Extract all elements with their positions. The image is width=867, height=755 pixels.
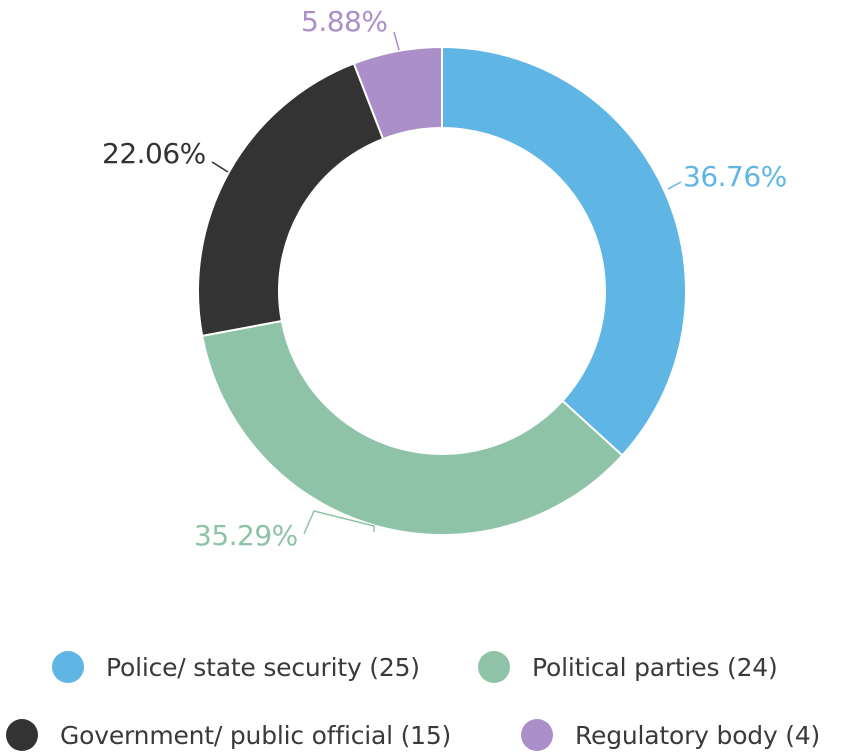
slice-political-parties[interactable] xyxy=(200,319,624,536)
legend-swatch-government xyxy=(6,719,38,751)
legend-row-1: Police/ state security (25) Political pa… xyxy=(0,647,867,687)
legend-label-police: Police/ state security (25) xyxy=(106,652,420,682)
percent-label-police: 36.76% xyxy=(683,160,787,193)
leader-line-government xyxy=(211,161,229,173)
leader-line-police xyxy=(667,181,682,190)
legend-item-government[interactable]: Government/ public official (15) xyxy=(6,715,451,755)
legend-swatch-police xyxy=(52,651,84,683)
leader-line-political-parties xyxy=(303,510,375,535)
slice-regulatory[interactable] xyxy=(352,45,443,141)
percent-label-regulatory: 5.88% xyxy=(301,5,387,38)
legend-swatch-regulatory xyxy=(521,719,553,751)
slice-government[interactable] xyxy=(197,62,385,338)
legend-label-regulatory: Regulatory body (4) xyxy=(575,720,821,750)
legend-label-political-parties: Political parties (24) xyxy=(532,652,778,682)
legend-item-regulatory[interactable]: Regulatory body (4) xyxy=(521,715,820,755)
slice-police[interactable] xyxy=(441,45,687,457)
percent-label-government: 22.06% xyxy=(102,137,206,170)
legend-row-2: Government/ public official (15) Regulat… xyxy=(0,715,867,755)
legend-label-government: Government/ public official (15) xyxy=(60,720,452,750)
leader-line-regulatory xyxy=(393,31,400,51)
legend-swatch-political-parties xyxy=(478,651,510,683)
donut-chart: 36.76% 35.29% 22.06% 5.88% xyxy=(102,5,787,552)
legend-item-police[interactable]: Police/ state security (25) xyxy=(52,647,420,687)
legend-item-political-parties[interactable]: Political parties (24) xyxy=(478,647,778,687)
percent-label-political-parties: 35.29% xyxy=(194,519,298,552)
